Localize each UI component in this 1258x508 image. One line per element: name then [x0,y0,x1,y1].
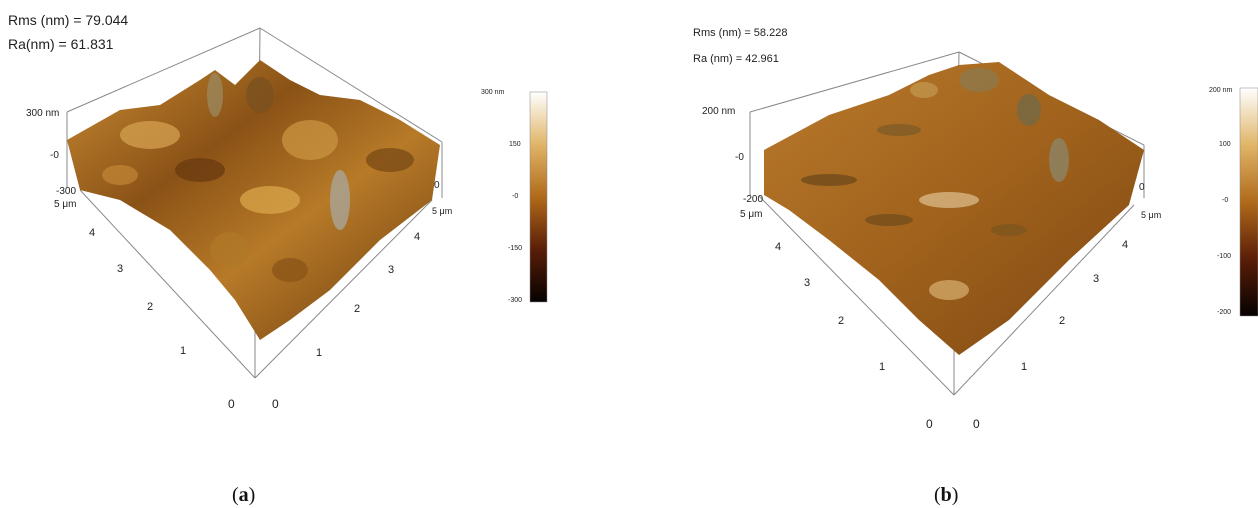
y-tick: 1 [1021,361,1027,373]
y-tick: 1 [316,347,322,359]
z-tick: -300 [56,186,76,197]
x-tick: 1 [879,361,885,373]
y-tick: 0 [272,397,279,411]
afm-3d-plot: 200 nm -0 -200 5 μm 4 3 2 1 0 0 1 2 3 4 … [702,51,1258,431]
colorbar-tick: -200 [1217,309,1231,316]
x-tick: 3 [117,263,123,275]
y-tick: 2 [1059,315,1065,327]
roughness-stats: Rms (nm) = 58.228 Ra (nm) = 42.961 [693,20,787,72]
x-tick: 4 [89,227,95,239]
x-tick: 2 [147,301,153,313]
y-tick: 4 [414,231,420,243]
right-tick: 0 [434,180,440,191]
roughness-stats: Rms (nm) = 79.044 Ra(nm) = 61.831 [8,8,128,56]
y-tick: 3 [1093,273,1099,285]
afm-panel-a: Rms (nm) = 79.044 Ra(nm) = 61.831 [8,8,548,506]
x-tick: 0 [926,417,933,431]
colorbar-tick: -150 [508,245,522,252]
rms-value: Rms (nm) = 79.044 [8,12,129,28]
x-tick: 5 μm [54,199,76,210]
colorbar-tick: 300 nm [481,89,505,96]
y-tick: 4 [1122,239,1128,251]
right-tick: 0 [1139,182,1145,193]
y-tick: 3 [388,264,394,276]
z-tick: 200 nm [702,106,735,117]
colorbar [529,91,548,303]
z-tick: -200 [743,194,763,205]
x-tick: 4 [775,241,781,253]
x-tick: 2 [838,315,844,327]
colorbar [1239,87,1258,317]
surface-features [102,73,414,282]
x-tick: 0 [228,397,235,411]
z-tick: 300 nm [26,108,59,119]
ra-value: Ra(nm) = 61.831 [8,36,114,52]
x-tick: 1 [180,345,186,357]
afm-3d-plot: 300 nm -0 -300 5 μm 4 3 2 1 0 0 1 2 3 4 … [26,27,548,411]
surface-topography [764,62,1144,355]
y-tick: 2 [354,303,360,315]
colorbar-tick: -100 [1217,253,1231,260]
x-tick: 5 μm [740,209,762,220]
colorbar-tick: 150 [509,141,521,148]
y-tick: 0 [973,417,980,431]
x-tick: 3 [804,277,810,289]
colorbar-tick: -0 [1222,197,1228,204]
ra-value: Ra (nm) = 42.961 [693,53,779,65]
panel-caption: (b) [934,484,959,506]
right-tick: 5 μm [1141,210,1161,220]
z-tick: -0 [735,152,744,163]
afm-panel-b: Rms (nm) = 58.228 Ra (nm) = 42.961 [629,0,1258,508]
colorbar-tick: -0 [512,193,518,200]
colorbar-tick: -300 [508,297,522,304]
z-tick: -0 [50,150,59,161]
panel-caption: (a) [232,484,256,506]
colorbar-tick: 100 [1219,141,1231,148]
right-tick: 5 μm [432,206,452,216]
colorbar-tick: 200 nm [1209,87,1233,94]
rms-value: Rms (nm) = 58.228 [693,27,788,39]
surface-features [801,68,1069,300]
